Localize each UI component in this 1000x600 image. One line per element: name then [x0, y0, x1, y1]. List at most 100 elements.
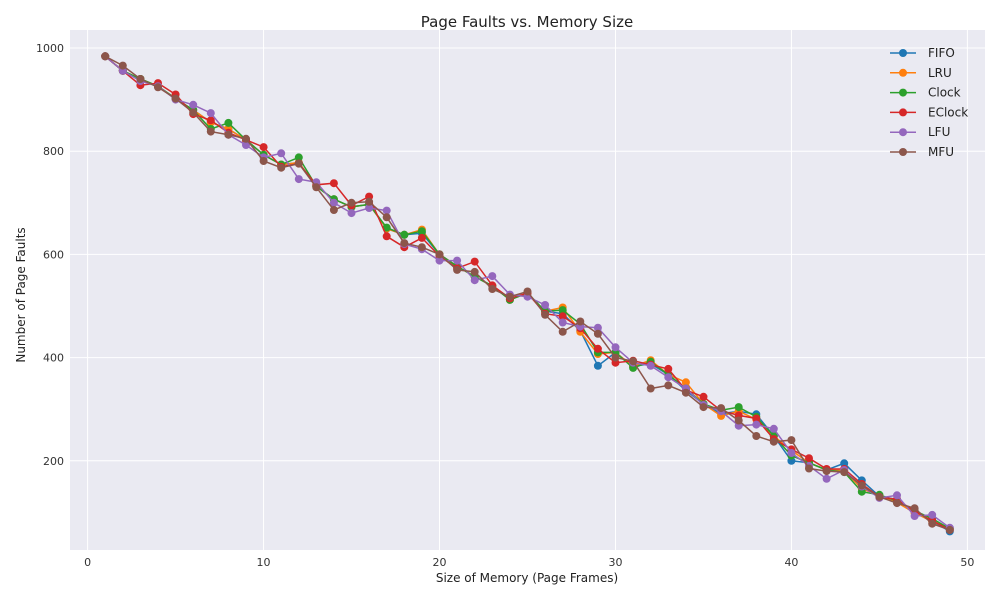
data-point-mfu — [347, 198, 356, 207]
data-point-mfu — [136, 75, 145, 83]
legend-marker-fifo — [899, 49, 907, 57]
data-point-mfu — [717, 404, 726, 413]
data-point-mfu — [224, 130, 233, 139]
data-point-lfu — [928, 510, 937, 519]
x-tick-label: 30 — [608, 556, 622, 569]
legend-label-lru: LRU — [928, 66, 952, 80]
data-point-lfu — [206, 109, 215, 118]
data-point-lfu — [365, 204, 374, 212]
data-point-mfu — [805, 464, 813, 473]
data-point-eclock — [329, 179, 338, 188]
data-point-lfu — [769, 424, 778, 433]
data-point-lfu — [558, 318, 567, 327]
x-tick-label: 50 — [960, 556, 974, 569]
data-point-mfu — [400, 239, 409, 248]
data-point-mfu — [611, 353, 620, 362]
data-point-clock — [417, 227, 426, 236]
data-point-mfu — [769, 437, 778, 446]
data-point-mfu — [206, 127, 215, 136]
data-point-mfu — [893, 499, 901, 508]
x-tick-label: 20 — [433, 556, 447, 569]
data-point-mfu — [189, 108, 198, 117]
legend-item-eclock: EClock — [890, 105, 968, 119]
x-tick-label: 10 — [257, 556, 271, 569]
data-point-lfu — [664, 373, 673, 382]
data-point-eclock — [699, 392, 708, 401]
data-point-mfu — [822, 467, 831, 476]
data-point-mfu — [593, 329, 602, 338]
legend-item-mfu: MFU — [890, 145, 954, 159]
data-point-lfu — [910, 512, 919, 520]
data-point-eclock — [805, 454, 813, 463]
data-point-mfu — [646, 384, 655, 393]
legend-marker-lru — [899, 68, 907, 77]
y-tick-label: 1000 — [36, 42, 64, 55]
y-tick-label: 200 — [43, 455, 64, 468]
data-point-mfu — [453, 265, 462, 274]
legend-label-lfu: LFU — [928, 125, 950, 139]
x-axis-label: Size of Memory (Page Frames) — [436, 571, 618, 585]
data-point-clock — [294, 153, 303, 162]
data-point-fifo — [840, 459, 849, 468]
legend-label-clock: Clock — [928, 86, 961, 100]
data-point-mfu — [118, 61, 127, 70]
data-point-mfu — [840, 468, 849, 477]
data-point-lfu — [611, 343, 620, 352]
data-point-lfu — [787, 449, 796, 457]
data-point-eclock — [417, 233, 426, 242]
legend-item-fifo: FIFO — [890, 46, 955, 60]
data-point-lfu — [541, 301, 550, 309]
data-point-mfu — [541, 310, 550, 319]
data-point-mfu — [470, 267, 479, 276]
data-point-mfu — [259, 157, 268, 165]
series-mfu — [101, 52, 954, 534]
data-point-mfu — [558, 327, 567, 336]
legend-item-lru: LRU — [890, 66, 952, 80]
data-point-mfu — [523, 287, 532, 296]
legend-marker-mfu — [899, 148, 907, 156]
data-point-mfu — [312, 183, 321, 192]
data-point-mfu — [365, 197, 374, 206]
data-point-lfu — [189, 100, 198, 109]
data-point-mfu — [505, 292, 514, 301]
legend-marker-lfu — [899, 128, 907, 137]
data-point-mfu — [488, 285, 497, 293]
x-tick-label: 0 — [84, 556, 91, 569]
data-point-clock — [224, 118, 233, 127]
data-point-mfu — [787, 436, 796, 445]
x-tick-label: 40 — [784, 556, 798, 569]
data-point-mfu — [875, 492, 884, 501]
data-point-mfu — [629, 357, 638, 366]
data-point-lfu — [752, 420, 761, 429]
data-point-mfu — [910, 504, 919, 513]
data-point-mfu — [329, 206, 338, 214]
data-point-mfu — [576, 317, 585, 326]
data-point-lru — [681, 378, 690, 387]
y-tick-label: 400 — [43, 352, 64, 365]
legend-label-fifo: FIFO — [928, 46, 955, 60]
data-point-mfu — [699, 403, 708, 412]
series-layer — [101, 52, 954, 536]
data-point-mfu — [945, 525, 954, 534]
data-point-eclock — [558, 312, 567, 321]
legend-item-lfu: LFU — [890, 125, 950, 139]
data-point-fifo — [593, 361, 602, 370]
data-point-mfu — [277, 163, 286, 172]
data-point-lfu — [893, 491, 901, 500]
y-axis-label: Number of Page Faults — [14, 227, 28, 362]
data-point-mfu — [734, 416, 743, 425]
data-point-lfu — [488, 272, 497, 281]
tick-labels: 0 10 20 30 40 50 200 400 600 800 1000 — [36, 42, 974, 569]
data-point-mfu — [171, 94, 180, 103]
data-point-mfu — [417, 243, 426, 252]
data-point-lfu — [382, 206, 391, 215]
legend-item-clock: Clock — [890, 86, 961, 100]
data-point-clock — [400, 230, 409, 239]
data-point-lfu — [294, 175, 303, 184]
legend: FIFO LRU Clock EClock LFU MFU — [890, 46, 968, 159]
data-point-mfu — [857, 481, 866, 490]
data-point-clock — [558, 306, 567, 315]
y-tick-label: 800 — [43, 145, 64, 158]
data-point-eclock — [470, 257, 479, 266]
y-tick-label: 600 — [43, 248, 64, 261]
